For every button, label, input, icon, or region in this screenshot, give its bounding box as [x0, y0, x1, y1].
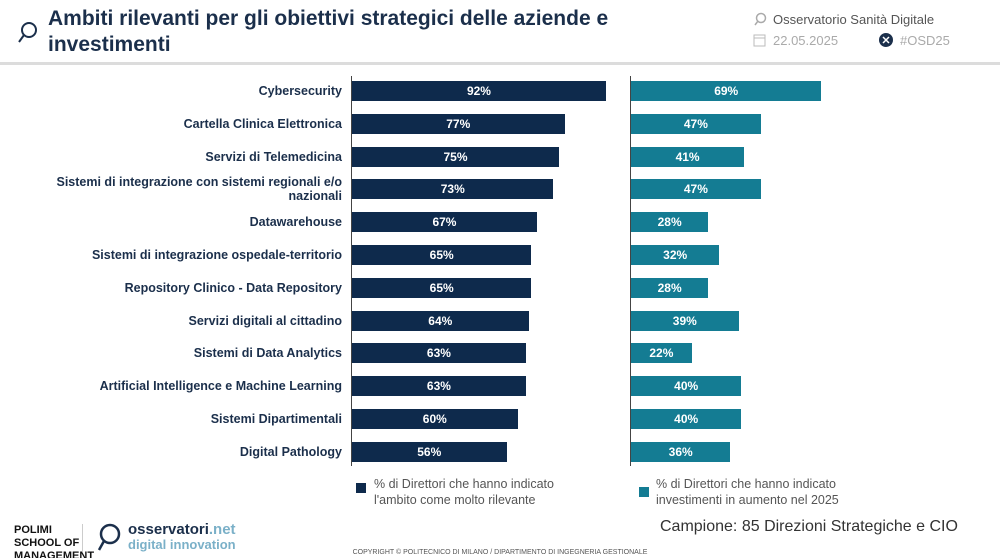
data-label: 32% [663, 248, 688, 262]
data-label: 28% [657, 280, 682, 295]
data-label: 63% [426, 346, 451, 361]
magnifier-icon [754, 12, 767, 26]
legend-label-relevant: % di Direttori che hanno indicato l'ambi… [374, 477, 554, 507]
data-label: 40% [674, 379, 699, 394]
data-label: 75% [443, 149, 468, 164]
bar-relevant: 92% [352, 81, 606, 101]
data-label: 69% [714, 84, 739, 98]
legend-label-investments: % di Direttori che hanno indicato invest… [656, 477, 839, 507]
bar-relevant: 65% [352, 277, 532, 298]
data-label: 63% [426, 379, 451, 394]
category-label: Servizi di Telemedicina [205, 149, 342, 164]
bar-investments: 39% [631, 310, 739, 331]
bar-relevant: 77% [352, 113, 565, 134]
legend-swatch-investments [639, 487, 649, 497]
bar-relevant: 63% [352, 376, 526, 397]
bar-relevant: 63% [352, 343, 526, 364]
data-label: 47% [683, 182, 708, 197]
date: 22.05.2025 [773, 33, 839, 48]
axis-line-0 [351, 76, 352, 466]
bar-investments: 40% [631, 376, 742, 397]
bar-investments: 32% [631, 245, 720, 265]
category-label: Repository Clinico - Data Repository [124, 280, 342, 295]
copyright: COPYRIGHT © POLITECNICO DI MILANO / DIPA… [352, 549, 648, 556]
bar-relevant: 67% [352, 212, 537, 233]
bar-investments: 47% [631, 179, 761, 200]
bar-investments: 41% [631, 146, 745, 167]
category-label: Sistemi Dipartimentali [210, 412, 342, 426]
data-label: 47% [683, 116, 708, 131]
bar-investments: 28% [631, 212, 709, 233]
logo-text: osservatori [128, 521, 209, 538]
bar-investments: 69% [631, 81, 822, 101]
category-label: Artificial Intelligence e Machine Learni… [99, 379, 342, 394]
osservatori-logo: osservatori.net digital innovation [128, 522, 236, 552]
page-title: Ambiti rilevanti per gli obiettivi strat… [48, 7, 609, 56]
category-label: Servizi digitali al cittadino [188, 313, 342, 328]
observatory-name: Osservatorio Sanità Digitale [773, 12, 935, 27]
bar-investments: 40% [631, 409, 742, 429]
data-label: 56% [417, 444, 442, 459]
data-label: 22% [649, 346, 674, 361]
logo-tagline: digital innovation [128, 537, 236, 552]
bar-relevant: 65% [352, 245, 532, 265]
x-logo-icon[interactable] [879, 33, 893, 47]
polimi-logo: POLIMI SCHOOL OF MANAGEMENT [14, 524, 95, 558]
data-label: 40% [674, 412, 699, 426]
category-label: Digital Pathology [239, 444, 342, 459]
header-divider [0, 62, 1000, 65]
category-label: Sistemi di Data Analytics [193, 346, 342, 361]
category-label: Cartella Clinica Elettronica [183, 116, 342, 131]
logo-divider [82, 524, 83, 552]
bar-relevant: 60% [352, 409, 518, 429]
bar-relevant: 75% [352, 146, 559, 167]
data-label: 60% [422, 412, 447, 426]
data-label: 41% [675, 149, 700, 164]
data-label: 65% [429, 280, 454, 295]
data-label: 64% [428, 313, 453, 328]
category-label: Sistemi di integrazione con sistemi regi… [56, 175, 343, 204]
category-label: Sistemi di integrazione ospedale-territo… [91, 248, 342, 262]
osservatori-logo-icon [97, 523, 121, 551]
data-label: 28% [657, 215, 682, 230]
magnifier-icon [18, 22, 37, 43]
bar-investments: 36% [631, 441, 731, 462]
bar-relevant: 64% [352, 310, 529, 331]
data-label: 65% [429, 248, 454, 262]
bar-investments: 28% [631, 277, 709, 298]
logo-text-net: .net [208, 521, 236, 538]
data-label: 73% [440, 182, 465, 197]
data-label: 67% [432, 215, 457, 230]
bar-relevant: 56% [352, 441, 507, 462]
bar-relevant: 73% [352, 179, 554, 200]
category-label: Cybersecurity [258, 84, 342, 98]
data-label: 36% [668, 444, 693, 459]
axis-line-1 [630, 76, 631, 466]
legend-swatch-relevant [356, 483, 366, 493]
bar-investments: 47% [631, 113, 761, 134]
data-label: 77% [446, 116, 471, 131]
data-label: 39% [672, 313, 697, 328]
hashtag: #OSD25 [900, 33, 950, 48]
category-label: Datawarehouse [249, 215, 342, 230]
bar-investments: 22% [631, 343, 692, 364]
calendar-icon [753, 34, 766, 47]
sample-note: Campione: 85 Direzioni Strategiche e CIO [660, 518, 958, 535]
data-label: 92% [466, 84, 491, 98]
